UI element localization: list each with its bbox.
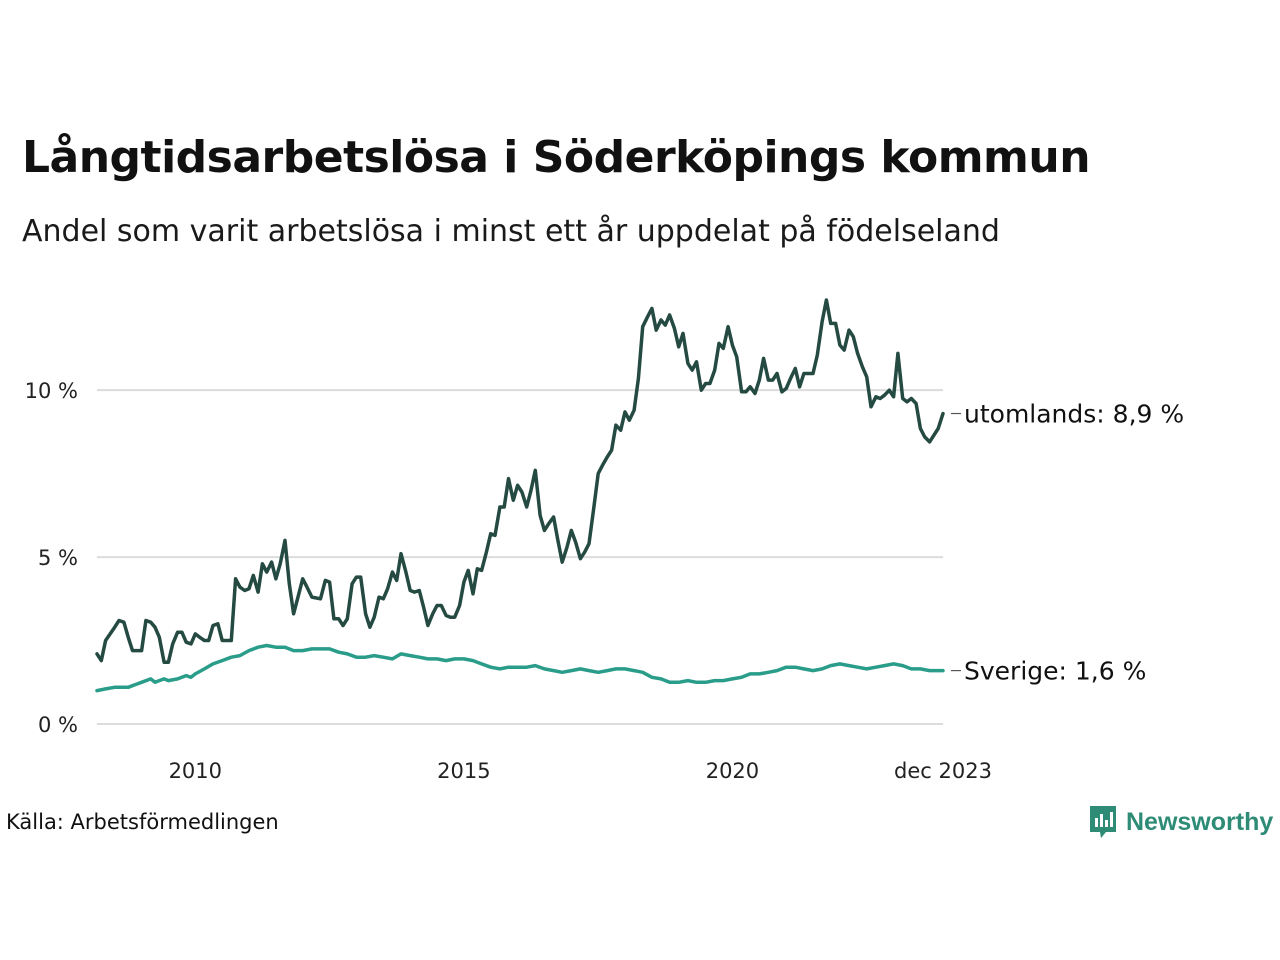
series-line-sverige [95, 643, 945, 693]
x-tick-label: 2015 [437, 759, 490, 783]
chart-subtitle: Andel som varit arbetslösa i minst ett å… [22, 214, 1000, 249]
newsworthy-logo-icon [1090, 806, 1116, 838]
y-axis-ticks: 0 % 5 % 10 % [25, 379, 78, 737]
newsworthy-logo: Newsworthy [1088, 804, 1273, 840]
source-note: Källa: Arbetsförmedlingen [6, 810, 279, 834]
chart-title: Långtidsarbetslösa i Söderköpings kommun [22, 132, 1091, 183]
series-line-utomlands [95, 298, 945, 664]
x-tick-label: 2010 [169, 759, 222, 783]
y-tick-label: 5 % [38, 546, 78, 570]
y-tick-label: 0 % [38, 713, 78, 737]
grid-lines [97, 389, 943, 725]
x-tick-label: 2020 [706, 759, 759, 783]
y-tick-label: 10 % [25, 379, 78, 403]
x-axis-ticks: 2010 2015 2020 dec 2023 [169, 759, 992, 783]
end-label-utomlands: utomlands: 8,9 % [964, 400, 1184, 429]
series-end-labels: utomlands: 8,9 % Sverige: 1,6 % [951, 400, 1184, 686]
series-lines [95, 298, 945, 693]
end-label-sverige: Sverige: 1,6 % [964, 657, 1146, 686]
brand-name: Newsworthy [1126, 807, 1274, 836]
x-tick-label: dec 2023 [894, 759, 992, 783]
